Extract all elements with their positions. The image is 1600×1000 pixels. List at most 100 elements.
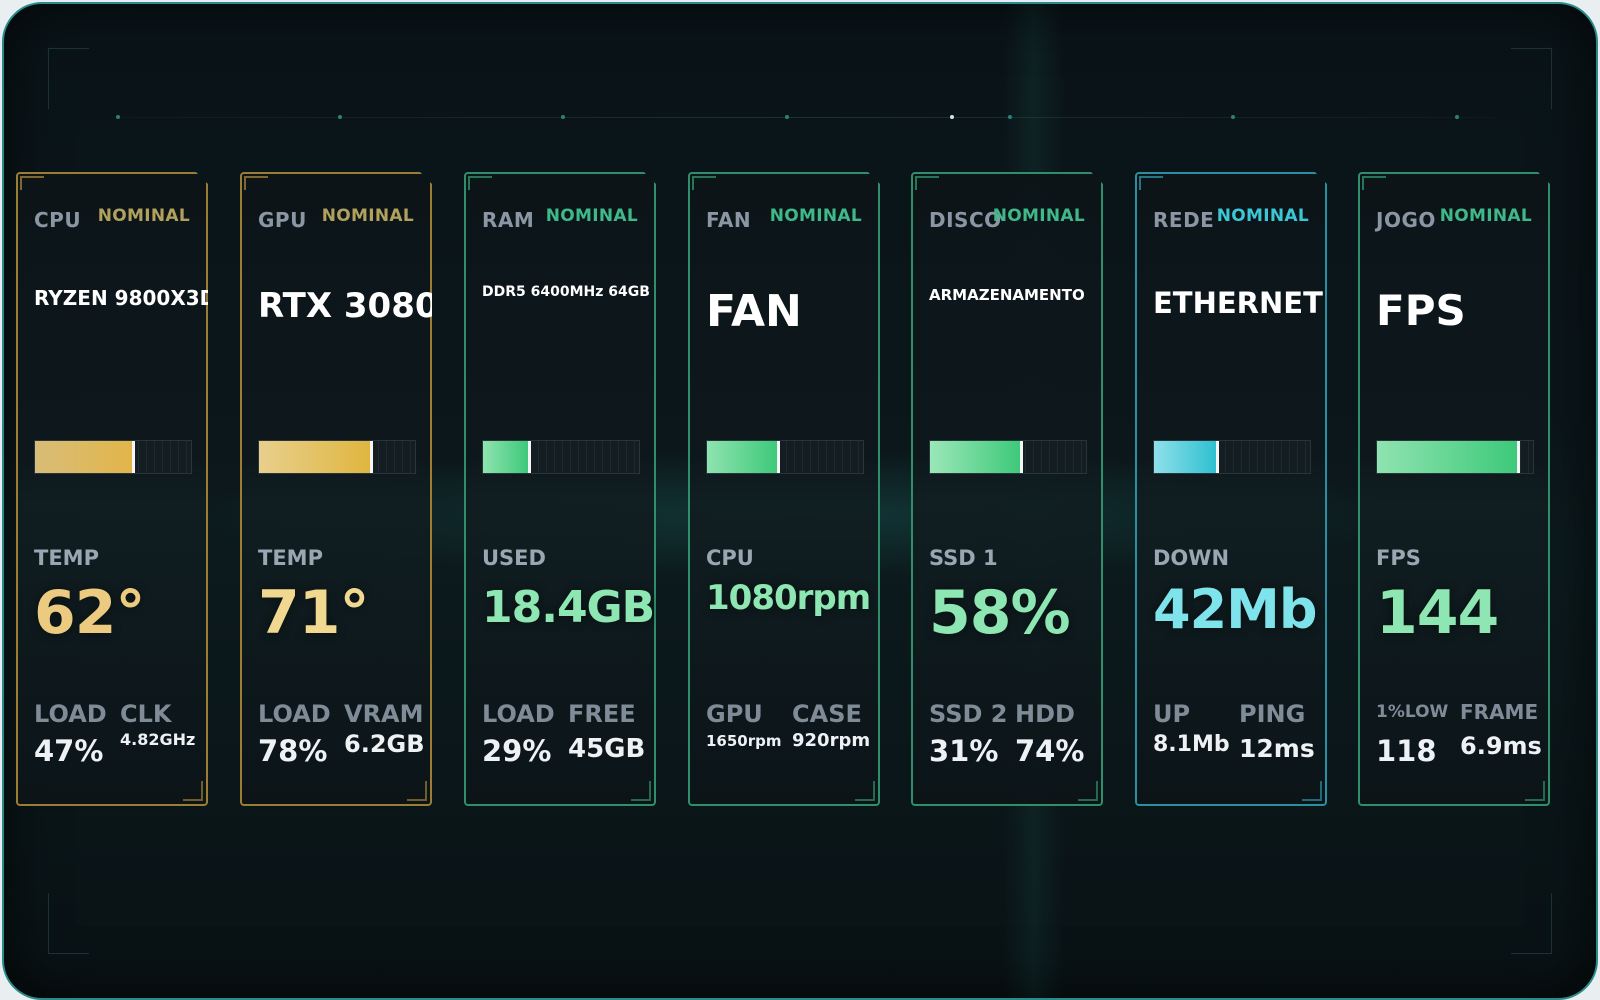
card-jogo[interactable]: JOGO NOMINAL FPS FPS 144 1%LOW FRAME 118… [1358, 172, 1550, 806]
sub2-label: PING [1239, 700, 1306, 728]
sub2-label: VRAM [344, 700, 424, 728]
metric-label: TEMP [258, 546, 323, 570]
top-guide-line [114, 117, 1494, 118]
sub1-value: 78% [258, 734, 328, 768]
card-header: FAN NOMINAL [706, 206, 862, 228]
sub2-value: 45GB [568, 734, 646, 764]
metric-value: 58% [929, 578, 1070, 648]
card-gpu[interactable]: GPU NOMINAL RTX 3080 TEMP 71° LOAD VRAM … [240, 172, 432, 806]
usage-bar [929, 440, 1087, 474]
sub2-value: 4.82GHz [120, 730, 196, 749]
card-category: JOGO [1376, 208, 1436, 232]
sub1-value: 31% [929, 734, 999, 768]
usage-bar-fill [259, 441, 373, 473]
guide-dot [561, 115, 565, 119]
sub2-label: CASE [792, 700, 862, 728]
metric-value: 42Mb [1153, 578, 1317, 641]
usage-bar-fill [1154, 441, 1219, 473]
sub2-value: 12ms [1239, 734, 1315, 763]
sub1-label: GPU [706, 700, 763, 728]
sub1-value: 8.1Mb [1153, 732, 1230, 757]
guide-dot [785, 115, 789, 119]
sub2-value: 920rpm [792, 730, 871, 751]
card-category: GPU [258, 208, 307, 232]
card-category: CPU [34, 208, 82, 232]
frame-corner [48, 48, 89, 109]
sub1-value: 1650rpm [706, 732, 782, 750]
metric-label: FPS [1376, 546, 1421, 570]
sub2-label: CLK [120, 700, 172, 728]
guide-dot [1008, 115, 1012, 119]
metric-label: DOWN [1153, 546, 1230, 570]
sub1-value: 47% [34, 734, 104, 768]
metric-label: USED [482, 546, 546, 570]
metric-label: SSD 1 [929, 546, 998, 570]
usage-bar [482, 440, 640, 474]
metric-value: 62° [34, 578, 145, 648]
usage-bar [1153, 440, 1311, 474]
metric-value: 71° [258, 578, 369, 648]
card-header: GPU NOMINAL [258, 206, 414, 228]
guide-dot [116, 115, 120, 119]
sub1-label: LOAD [34, 700, 107, 728]
card-header: CPU NOMINAL [34, 206, 190, 228]
card-category: REDE [1153, 208, 1215, 232]
usage-bar-fill [1377, 441, 1520, 473]
status-badge: NOMINAL [769, 206, 862, 226]
sub1-label: SSD 2 [929, 700, 1008, 728]
metric-value: 18.4GB [482, 582, 655, 633]
sub1-label: LOAD [258, 700, 331, 728]
card-model: RTX 3080 [258, 286, 439, 326]
usage-bar [1376, 440, 1534, 474]
sub1-label: 1%LOW [1376, 702, 1449, 722]
sub1-value: 118 [1376, 734, 1437, 768]
card-header: JOGO NOMINAL [1376, 206, 1532, 228]
status-badge: NOMINAL [97, 206, 190, 226]
usage-bar-fill [930, 441, 1023, 473]
guide-dot [950, 115, 954, 119]
metric-value: 144 [1376, 578, 1499, 648]
sub2-label: HDD [1015, 700, 1075, 728]
card-model: FPS [1376, 286, 1466, 335]
sub2-value: 6.9ms [1460, 732, 1542, 760]
card-category: FAN [706, 208, 752, 232]
frame-corner [48, 893, 89, 954]
frame-corner [1511, 48, 1552, 109]
sub1-label: UP [1153, 700, 1191, 728]
sub2-label: FRAME [1460, 700, 1539, 724]
guide-dot [1455, 115, 1459, 119]
sub2-value: 6.2GB [344, 730, 425, 758]
card-disco[interactable]: DISCO NOMINAL ARMAZENAMENTO SSD 1 58% SS… [911, 172, 1103, 806]
status-badge: NOMINAL [1439, 206, 1532, 226]
metric-label: CPU [706, 546, 754, 570]
status-badge: NOMINAL [321, 206, 414, 226]
card-cpu[interactable]: CPU NOMINAL RYZEN 9800X3D TEMP 62° LOAD … [16, 172, 208, 806]
card-category: RAM [482, 208, 535, 232]
status-badge: NOMINAL [992, 206, 1085, 226]
card-ram[interactable]: RAM NOMINAL DDR5 6400MHz 64GB USED 18.4G… [464, 172, 656, 806]
card-model: DDR5 6400MHz 64GB [482, 284, 650, 300]
card-header: REDE NOMINAL [1153, 206, 1309, 228]
sub1-label: LOAD [482, 700, 555, 728]
usage-bar-fill [707, 441, 780, 473]
status-badge: NOMINAL [1216, 206, 1309, 226]
metric-value: 1080rpm [706, 578, 871, 618]
sub1-value: 29% [482, 734, 552, 768]
guide-dot [1231, 115, 1235, 119]
sub2-label: FREE [568, 700, 636, 728]
usage-bar-fill [35, 441, 135, 473]
card-model: RYZEN 9800X3D [34, 286, 217, 310]
card-fan[interactable]: FAN NOMINAL FAN CPU 1080rpm GPU CASE 165… [688, 172, 880, 806]
card-rede[interactable]: REDE NOMINAL ETHERNET DOWN 42Mb UP PING … [1135, 172, 1327, 806]
frame-corner [1511, 893, 1552, 954]
status-badge: NOMINAL [545, 206, 638, 226]
metric-label: TEMP [34, 546, 99, 570]
usage-bar-fill [483, 441, 531, 473]
card-category: DISCO [929, 208, 1002, 232]
card-model: ETHERNET [1153, 286, 1323, 320]
card-header: RAM NOMINAL [482, 206, 638, 228]
usage-bar [34, 440, 192, 474]
usage-bar [706, 440, 864, 474]
card-header: DISCO NOMINAL [929, 206, 1085, 228]
usage-bar [258, 440, 416, 474]
